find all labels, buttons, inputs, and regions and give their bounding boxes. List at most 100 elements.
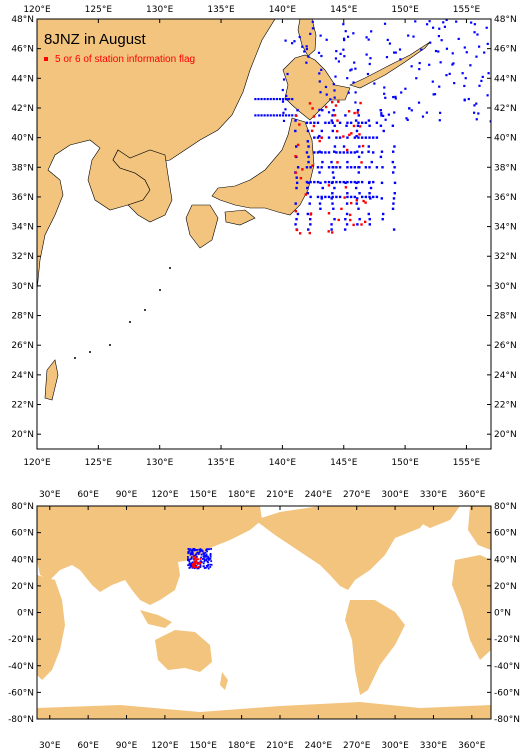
station-point (355, 134, 358, 138)
station-point (187, 564, 190, 567)
station-point (394, 51, 397, 54)
station-point (354, 101, 357, 104)
station-point (203, 559, 206, 562)
station-point (263, 97, 266, 101)
station-point (357, 207, 360, 210)
y-tick-label: -60°N (494, 688, 520, 698)
station-point (473, 23, 476, 26)
station-point (375, 166, 379, 169)
station-point (360, 223, 363, 226)
station-point (486, 42, 489, 45)
station-point (313, 180, 316, 184)
station-point (196, 551, 199, 554)
station-point (303, 50, 306, 53)
australia (155, 630, 212, 672)
station-point (320, 195, 323, 199)
station-point (319, 91, 322, 94)
station-point (299, 176, 303, 180)
station-point (336, 161, 339, 164)
x-tick-label: 330°E (420, 490, 448, 500)
station-point (407, 34, 410, 37)
station-point (281, 97, 285, 101)
station-point (197, 567, 200, 570)
station-point (203, 565, 205, 568)
station-point (379, 155, 383, 159)
station-point (257, 114, 260, 117)
bottom-x-ticks-lower: 30°E 60°E 90°E 120°E 150°E 180°E 210°E 240°E 270… (39, 715, 486, 751)
station-point (345, 148, 349, 152)
station-point (207, 564, 210, 566)
top-y-ticks-left: 48°N 46°N 44°N 42°N 40°N 38°N 36°N 34°N 32°N 30°N… (11, 15, 41, 440)
y-tick-label: 20°N (494, 582, 517, 592)
station-point (338, 121, 342, 124)
station-point (318, 171, 321, 174)
station-point (481, 75, 484, 78)
station-point (187, 558, 189, 560)
station-point (208, 559, 210, 561)
station-point (333, 89, 336, 92)
station-point (325, 38, 328, 41)
station-point (325, 93, 328, 96)
station-point (346, 77, 349, 80)
station-point (391, 207, 395, 210)
station-point (307, 155, 310, 159)
y-tick-label: 38°N (494, 163, 517, 173)
station-point (308, 231, 312, 235)
station-point (368, 195, 371, 199)
station-point (355, 202, 358, 205)
africa (37, 575, 65, 680)
station-point (469, 64, 472, 67)
station-point (375, 136, 379, 139)
station-point (393, 181, 397, 185)
station-point (425, 23, 429, 26)
y-tick-label: 32°N (494, 252, 517, 262)
station-point (199, 563, 202, 566)
y-tick-label: -40°N (494, 662, 520, 672)
station-point (295, 145, 298, 148)
station-point (196, 549, 199, 551)
station-point (354, 119, 358, 122)
station-point (330, 119, 333, 122)
station-point (346, 192, 349, 195)
station-point (375, 121, 379, 124)
station-point (356, 223, 359, 226)
station-point (372, 136, 375, 139)
station-point (335, 180, 338, 184)
station-point (321, 108, 324, 112)
station-point (348, 213, 352, 217)
station-point (296, 212, 300, 216)
station-point (337, 60, 341, 63)
x-tick-label: 135°E (207, 458, 235, 468)
station-point (301, 45, 304, 48)
station-point (343, 55, 346, 58)
station-point (364, 166, 368, 169)
station-point (285, 94, 288, 97)
station-point (206, 550, 208, 553)
y-tick-label: 60°N (11, 529, 34, 539)
station-point (320, 68, 323, 71)
station-point (254, 97, 257, 101)
station-point (309, 223, 312, 226)
station-point (199, 550, 202, 552)
station-point (193, 563, 195, 566)
x-tick-label: 60°E (77, 741, 99, 751)
station-point (188, 550, 191, 552)
station-point (305, 180, 309, 184)
station-point (295, 176, 298, 179)
station-point (331, 121, 334, 124)
station-point (467, 97, 470, 101)
x-tick-label: 150°E (190, 741, 218, 751)
station-point (192, 549, 195, 552)
y-tick-label: 34°N (11, 223, 34, 233)
station-point (353, 195, 356, 199)
station-point (318, 72, 321, 75)
station-point (379, 124, 383, 127)
station-point (327, 180, 331, 184)
x-tick-label: 155°E (453, 458, 481, 468)
y-tick-label: 42°N (11, 104, 34, 114)
station-point (198, 565, 200, 568)
station-points (254, 19, 491, 235)
bottom-x-ticks-upper: 30°E 60°E 90°E 120°E 150°E 180°E 210°E 240°E 270… (39, 490, 486, 510)
station-point (451, 52, 454, 55)
station-point (327, 212, 331, 215)
